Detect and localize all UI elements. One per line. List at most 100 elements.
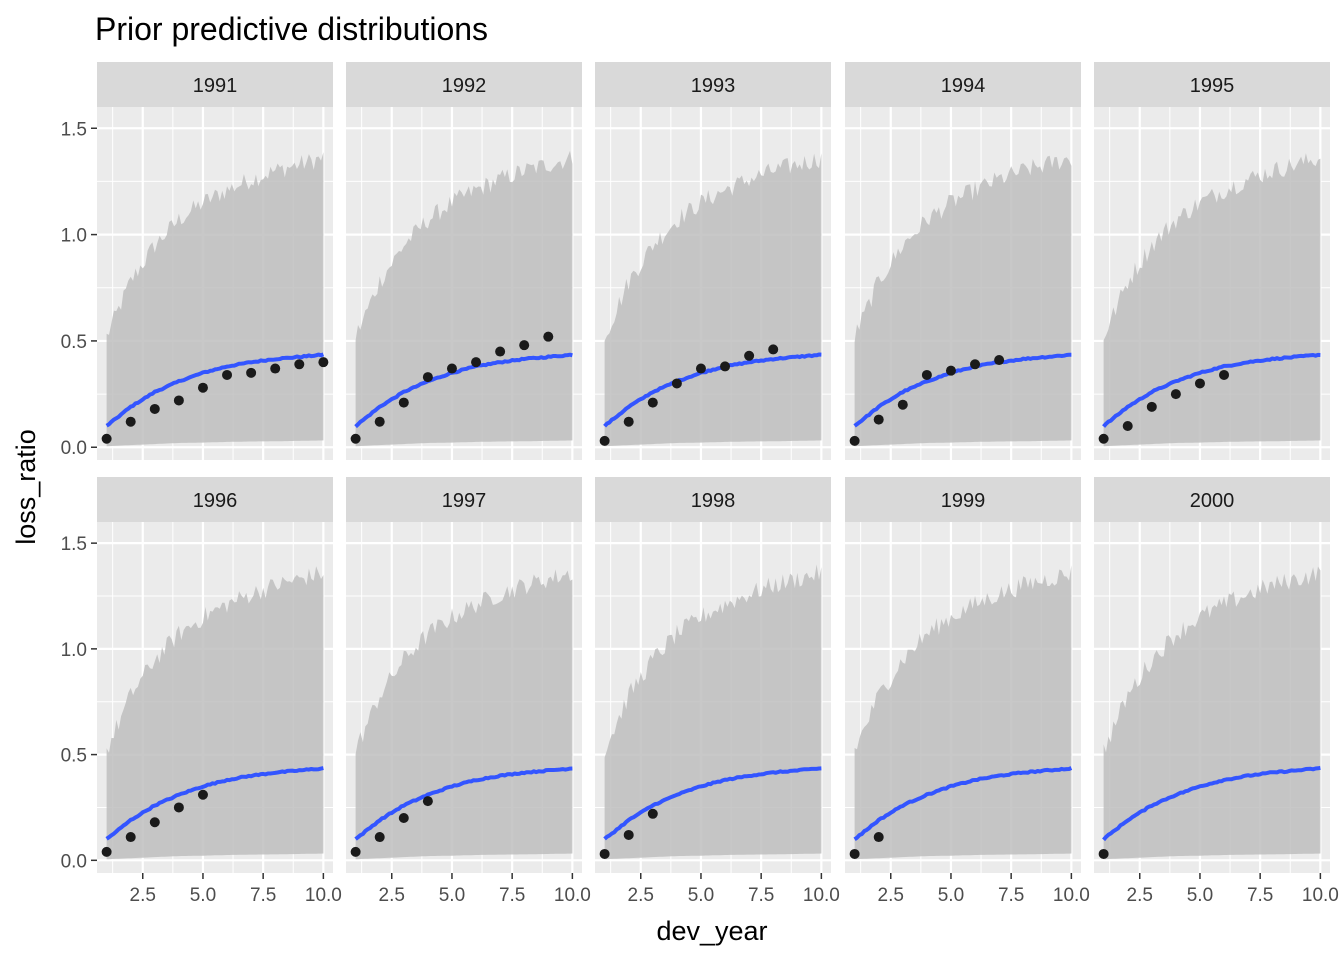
x-tick-label: 2.5 [1127,885,1153,906]
prior-predictive-ribbon [355,569,573,860]
observed-point [197,789,208,800]
observed-point [398,813,409,824]
prior-predictive-ribbon [1103,153,1321,447]
prior-mean-line [1102,352,1321,428]
observed-point [246,367,257,378]
facet-panel: 1996 0.0 0.5 1.0 1.5 2.5 5.0 7.5 10.0 [61,477,342,906]
observed-point [970,359,981,370]
y-tick-label: 1.5 [61,534,87,555]
facet-strip-label: 1995 [1190,75,1235,97]
x-tick-label: 5.0 [190,885,216,906]
observed-point [197,382,208,393]
observed-point [543,331,554,342]
observed-point [671,378,682,389]
observed-point [318,357,329,368]
observed-point [1098,433,1109,444]
observed-point [374,416,385,427]
observed-point [1098,848,1109,859]
y-tick-label: 0.5 [61,332,87,353]
observed-point [720,361,731,372]
prior-predictive-ribbon [355,150,573,447]
observed-point [897,399,908,410]
prior-mean-line [853,352,1072,428]
observed-point [398,397,409,408]
observed-point [647,808,658,819]
observed-point [294,359,305,370]
facet-strip [346,62,582,107]
y-tick-label: 1.5 [61,119,87,140]
facet-strip [845,62,1081,107]
facet-strip [97,477,333,522]
observed-point [945,365,956,376]
prior-predictive-ribbon [1103,566,1321,860]
facet-strip-label: 1999 [941,490,986,512]
observed-point [173,802,184,813]
observed-point [374,832,385,843]
observed-point [149,403,160,414]
observed-point [921,369,932,380]
observed-point [768,344,779,355]
prior-mean-line [853,766,1073,841]
facet-panel: 2000 2.5 5.0 7.5 10.0 [1094,477,1339,906]
x-tick-label: 5.0 [439,885,465,906]
x-tick-label: 7.5 [998,885,1024,906]
x-tick-label: 2.5 [628,885,654,906]
prior-predictive-ribbon [854,155,1072,447]
x-tick-label: 2.5 [878,885,904,906]
observed-point [1194,378,1205,389]
observed-point [519,340,530,351]
facet-panel: 1994 [845,62,1081,460]
prior-mean-line [105,766,324,841]
observed-point [125,832,136,843]
facet-strip-label: 1998 [691,490,736,512]
facet-strip [1094,62,1330,107]
facet-strip [97,62,333,107]
observed-point [350,433,361,444]
x-tick-label: 10.0 [305,885,342,906]
observed-point [873,414,884,425]
facet-strip-label: 1996 [193,490,238,512]
observed-point [125,416,136,427]
observed-point [873,832,884,843]
y-tick-label: 0.0 [61,851,87,872]
y-tick-label: 0.0 [61,438,87,459]
facet-panel: 1991 0.0 0.5 1.0 1.5 [61,62,333,460]
x-tick-label: 5.0 [938,885,964,906]
x-tick-label: 10.0 [1053,885,1090,906]
prior-predictive-ribbon [106,152,324,447]
observed-point [422,372,433,383]
facet-panel: 1998 2.5 5.0 7.5 10.0 [595,477,840,906]
facet-strip [595,477,831,522]
observed-point [647,397,658,408]
x-tick-label: 10.0 [803,885,840,906]
y-tick-label: 1.0 [61,640,87,661]
facet-strip [845,477,1081,522]
observed-point [994,355,1005,366]
observed-point [471,357,482,368]
x-tick-label: 10.0 [554,885,591,906]
x-tick-label: 5.0 [1187,885,1213,906]
observed-point [495,346,506,357]
prior-predictive-ribbon [604,153,822,447]
prior-predictive-ribbon [604,564,822,860]
facet-strip [346,477,582,522]
x-tick-label: 2.5 [130,885,156,906]
y-axis-title: loss_ratio [11,429,41,545]
prior-mean-line [354,352,573,429]
facet-panel: 1997 2.5 5.0 7.5 10.0 [346,477,591,906]
observed-point [1170,389,1181,400]
facet-strip-label: 1994 [941,75,986,97]
x-tick-label: 7.5 [748,885,774,906]
facet-strip-label: 1997 [442,490,487,512]
facet-strip [1094,477,1330,522]
facet-strip-label: 1993 [691,75,736,97]
facet-panel: 1995 [1094,62,1330,460]
observed-point [101,433,112,444]
observed-point [695,363,706,374]
observed-point [350,846,361,857]
facet-panel: 1999 2.5 5.0 7.5 10.0 [845,477,1090,906]
facet-strip-label: 1991 [193,75,238,97]
x-tick-label: 7.5 [499,885,525,906]
observed-point [446,363,457,374]
observed-point [599,848,610,859]
